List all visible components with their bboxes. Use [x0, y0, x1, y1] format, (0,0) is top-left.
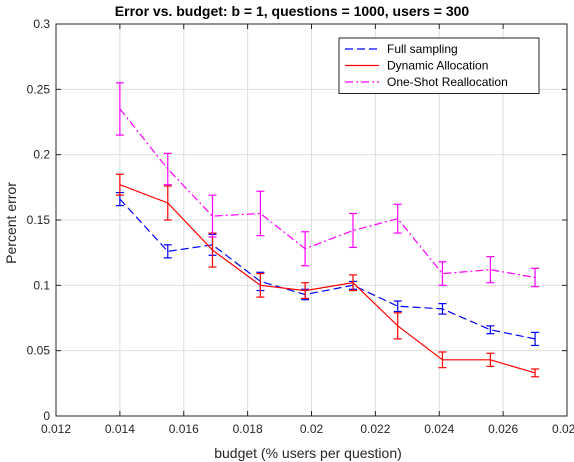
error-bar-dynamic-allocation — [115, 173, 124, 196]
error-bar-one-shot-reallocation — [208, 194, 217, 238]
legend-entry-full-sampling: Full sampling — [345, 42, 458, 56]
x-axis-label: budget (% users per question) — [214, 445, 402, 461]
error-bar-one-shot-reallocation — [393, 203, 402, 234]
error-bar-dynamic-allocation — [256, 272, 265, 298]
y-tick-label: 0 — [43, 409, 50, 423]
series-line-dynamic-allocation — [119, 184, 536, 374]
error-bar-one-shot-reallocation — [301, 231, 310, 267]
legend-entry-dynamic-allocation: Dynamic Allocation — [345, 59, 488, 73]
error-bar-dynamic-allocation — [393, 312, 402, 340]
legend-label: One-Shot Reallocation — [387, 75, 508, 89]
x-tick-label: 0.018 — [233, 422, 263, 436]
error-bar-one-shot-reallocation — [349, 212, 358, 249]
error-bar-dynamic-allocation — [486, 352, 495, 367]
error-bar-full-sampling — [393, 300, 402, 313]
x-tick-label: 0.026 — [488, 422, 518, 436]
error-bar-dynamic-allocation — [531, 368, 540, 378]
chart-title: Error vs. budget: b = 1, questions = 100… — [115, 3, 470, 19]
legend-label: Full sampling — [387, 42, 458, 56]
error-bar-one-shot-reallocation — [438, 261, 447, 286]
x-tick-label: 0.012 — [41, 422, 71, 436]
y-tick-label: 0.2 — [33, 148, 50, 162]
error-bar-dynamic-allocation — [438, 351, 447, 369]
y-tick-label: 0.15 — [27, 213, 51, 227]
error-bar-dynamic-allocation — [349, 274, 358, 292]
x-tick-label: 0.02 — [300, 422, 324, 436]
series-line-full-sampling — [119, 198, 536, 340]
legend-entry-one-shot-reallocation: One-Shot Reallocation — [345, 75, 508, 89]
error-bar-one-shot-reallocation — [486, 255, 495, 284]
x-tick-label: 0.028 — [552, 422, 574, 436]
error-bar-one-shot-reallocation — [115, 82, 124, 136]
x-tick-label: 0.024 — [424, 422, 454, 436]
error-bar-one-shot-reallocation — [531, 267, 540, 288]
series-line-one-shot-reallocation — [119, 108, 536, 279]
y-tick-label: 0.3 — [33, 17, 50, 31]
error-bar-full-sampling — [486, 325, 495, 335]
x-tick-label: 0.014 — [105, 422, 135, 436]
error-bar-dynamic-allocation — [163, 185, 172, 221]
error-bar-one-shot-reallocation — [256, 190, 265, 237]
error-bar-full-sampling — [438, 303, 447, 315]
y-tick-label: 0.05 — [27, 344, 51, 358]
x-tick-label: 0.022 — [360, 422, 390, 436]
y-axis-label: Percent error — [3, 182, 19, 264]
y-tick-label: 0.1 — [33, 278, 50, 292]
error-bar-one-shot-reallocation — [163, 152, 172, 186]
error-bar-dynamic-allocation — [301, 282, 310, 299]
y-tick-label: 0.25 — [27, 82, 51, 96]
legend: Full sampling Dynamic Allocation One-Shot … — [338, 37, 540, 94]
error-bar-full-sampling — [531, 331, 540, 347]
legend-label: Dynamic Allocation — [387, 59, 488, 73]
error-bar-full-sampling — [163, 244, 172, 259]
x-tick-label: 0.016 — [169, 422, 199, 436]
